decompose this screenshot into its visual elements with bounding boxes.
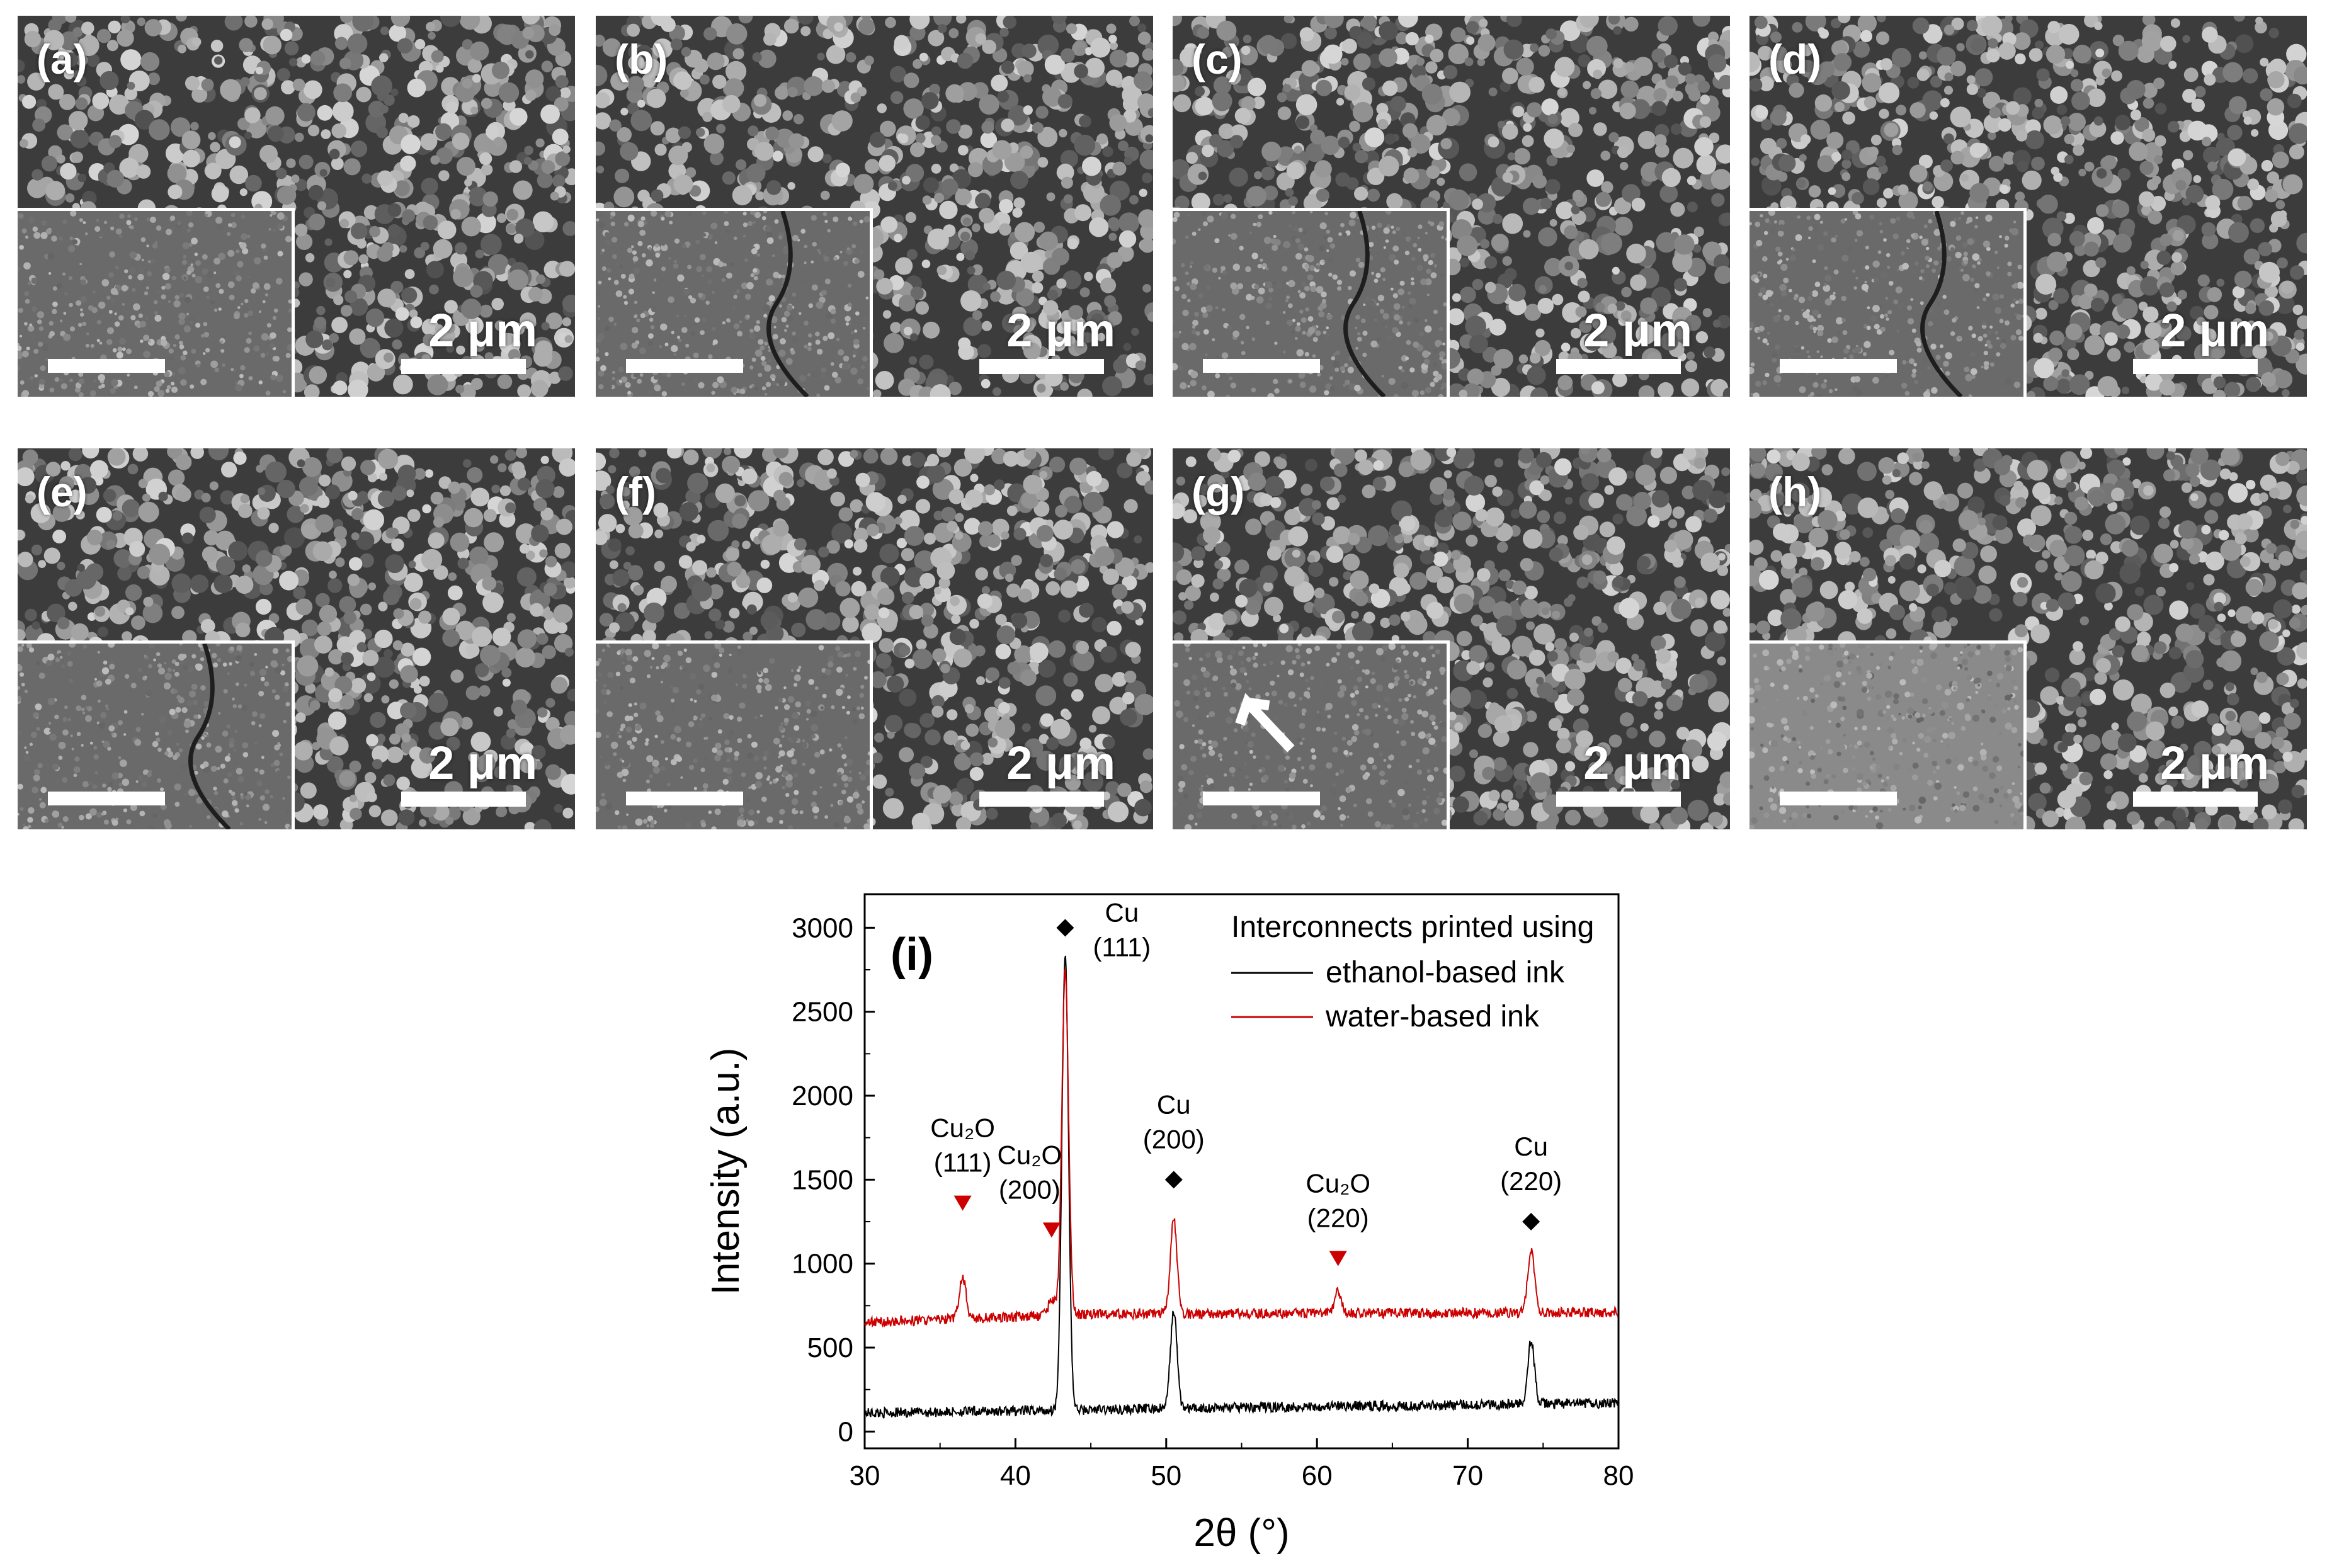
peak-hkl-label: (200): [1143, 1124, 1205, 1154]
sem-inset: [18, 208, 295, 397]
y-tick-label: 1500: [792, 1164, 853, 1195]
sem-texture: [596, 448, 1153, 829]
x-tick-label: 80: [1603, 1460, 1634, 1491]
legend-entry: water-based ink: [1325, 1000, 1540, 1033]
panel-label: (g): [1192, 469, 1245, 515]
sem-panel: (f) 2 μm: [596, 448, 1153, 829]
peak-label: Cu₂O: [930, 1113, 995, 1143]
peak-hkl-label: (220): [1307, 1203, 1369, 1233]
scale-label: 2 μm: [1006, 304, 1115, 356]
peak-label: Cu: [1514, 1132, 1548, 1161]
peak-label: Cu₂O: [998, 1140, 1062, 1169]
panel-label: (a): [37, 36, 88, 82]
sem-panel: (h) 2 μm: [1750, 448, 2307, 829]
peak-label: Cu: [1105, 897, 1139, 927]
panel-label: (h): [1768, 469, 1822, 515]
sem-inset: [596, 640, 873, 829]
legend-entry: ethanol-based ink: [1326, 956, 1565, 989]
scale-bar: [979, 792, 1104, 807]
sem-panel: (c) 2 μm: [1173, 16, 1730, 397]
sem-inset: [18, 640, 295, 829]
scale-bar: [979, 359, 1104, 374]
sem-panel: (g) 2 μm: [1173, 448, 1730, 829]
scale-label: 2 μm: [428, 737, 537, 789]
inset-scale-bar: [626, 792, 743, 805]
scale-bar: [401, 792, 526, 807]
inset-scale-bar: [48, 792, 165, 805]
y-tick-label: 3000: [792, 912, 853, 943]
diamond-marker: [1164, 1171, 1183, 1189]
scale-bar: [2133, 792, 2258, 807]
x-tick-label: 60: [1302, 1460, 1333, 1491]
peak-label: Cu₂O: [1306, 1169, 1370, 1198]
y-tick-label: 500: [807, 1332, 853, 1363]
series-line-0: [864, 955, 1619, 1419]
inset-texture: [1750, 211, 2023, 397]
triangle-marker: [953, 1195, 972, 1211]
peak-label: Cu: [1157, 1089, 1191, 1119]
sem-inset: [596, 208, 873, 397]
xrd-chart: 30 40 50 60 70 80 0 500 1000 1500 2000 2500 3000 2θ (…: [704, 893, 1634, 1555]
panel-label: (d): [1768, 36, 1822, 82]
diamond-marker: [1056, 919, 1074, 937]
scale-label: 2 μm: [1583, 304, 1692, 356]
peak-hkl-label: (111): [1093, 932, 1151, 962]
x-axis-label: 2θ (°): [1193, 1511, 1289, 1555]
sem-panel: (a) 2 μm: [18, 16, 575, 397]
sem-panel: (d) 2 μm: [1750, 16, 2307, 397]
panel-label: (i): [890, 929, 933, 980]
inset-scale-bar: [48, 359, 165, 373]
arrow-icon: [1235, 693, 1295, 753]
peak-hkl-label: (111): [934, 1148, 992, 1178]
diamond-marker: [1522, 1213, 1540, 1230]
triangle-marker: [1329, 1251, 1347, 1266]
legend-title: Interconnects printed using: [1231, 911, 1594, 944]
scale-bar: [1556, 792, 1681, 807]
sem-panel: (b) 2 μm: [596, 16, 1153, 397]
scale-bar: [1556, 359, 1681, 374]
x-tick-label: 30: [850, 1460, 880, 1491]
y-tick-label: 2000: [792, 1081, 853, 1111]
scale-label: 2 μm: [2160, 737, 2269, 789]
scale-label: 2 μm: [1006, 737, 1115, 789]
sem-inset: [1750, 208, 2027, 397]
sem-inset: [1173, 208, 1450, 397]
scale-label: 2 μm: [2160, 304, 2269, 356]
panel-label: (c): [1192, 36, 1243, 82]
panel-label: (f): [615, 469, 656, 515]
inset-scale-bar: [1780, 792, 1897, 805]
y-tick-label: 2500: [792, 997, 853, 1028]
y-axis-label: Intensity (a.u.): [704, 1048, 748, 1295]
sem-panel: (e) 2 μm: [18, 448, 575, 829]
peak-hkl-label: (200): [999, 1174, 1061, 1204]
panel-label: (b): [615, 36, 668, 82]
sem-inset: [1173, 640, 1450, 829]
inset-scale-bar: [626, 359, 743, 373]
x-tick-label: 50: [1151, 1460, 1181, 1491]
scale-label: 2 μm: [1583, 737, 1692, 789]
panel-label: (e): [37, 469, 88, 515]
peak-hkl-label: (220): [1500, 1166, 1562, 1196]
x-tick-label: 40: [1000, 1460, 1031, 1491]
inset-scale-bar: [1203, 359, 1320, 373]
sem-inset: [1750, 640, 2027, 829]
y-tick-label: 0: [838, 1416, 853, 1447]
y-tick-label: 1000: [792, 1249, 853, 1280]
series-line-1: [864, 967, 1619, 1328]
scale-bar: [2133, 359, 2258, 374]
scale-bar: [401, 359, 526, 374]
inset-scale-bar: [1203, 792, 1320, 805]
inset-scale-bar: [1780, 359, 1897, 373]
triangle-marker: [1042, 1222, 1061, 1238]
scale-label: 2 μm: [428, 304, 537, 356]
x-tick-label: 70: [1452, 1460, 1483, 1491]
